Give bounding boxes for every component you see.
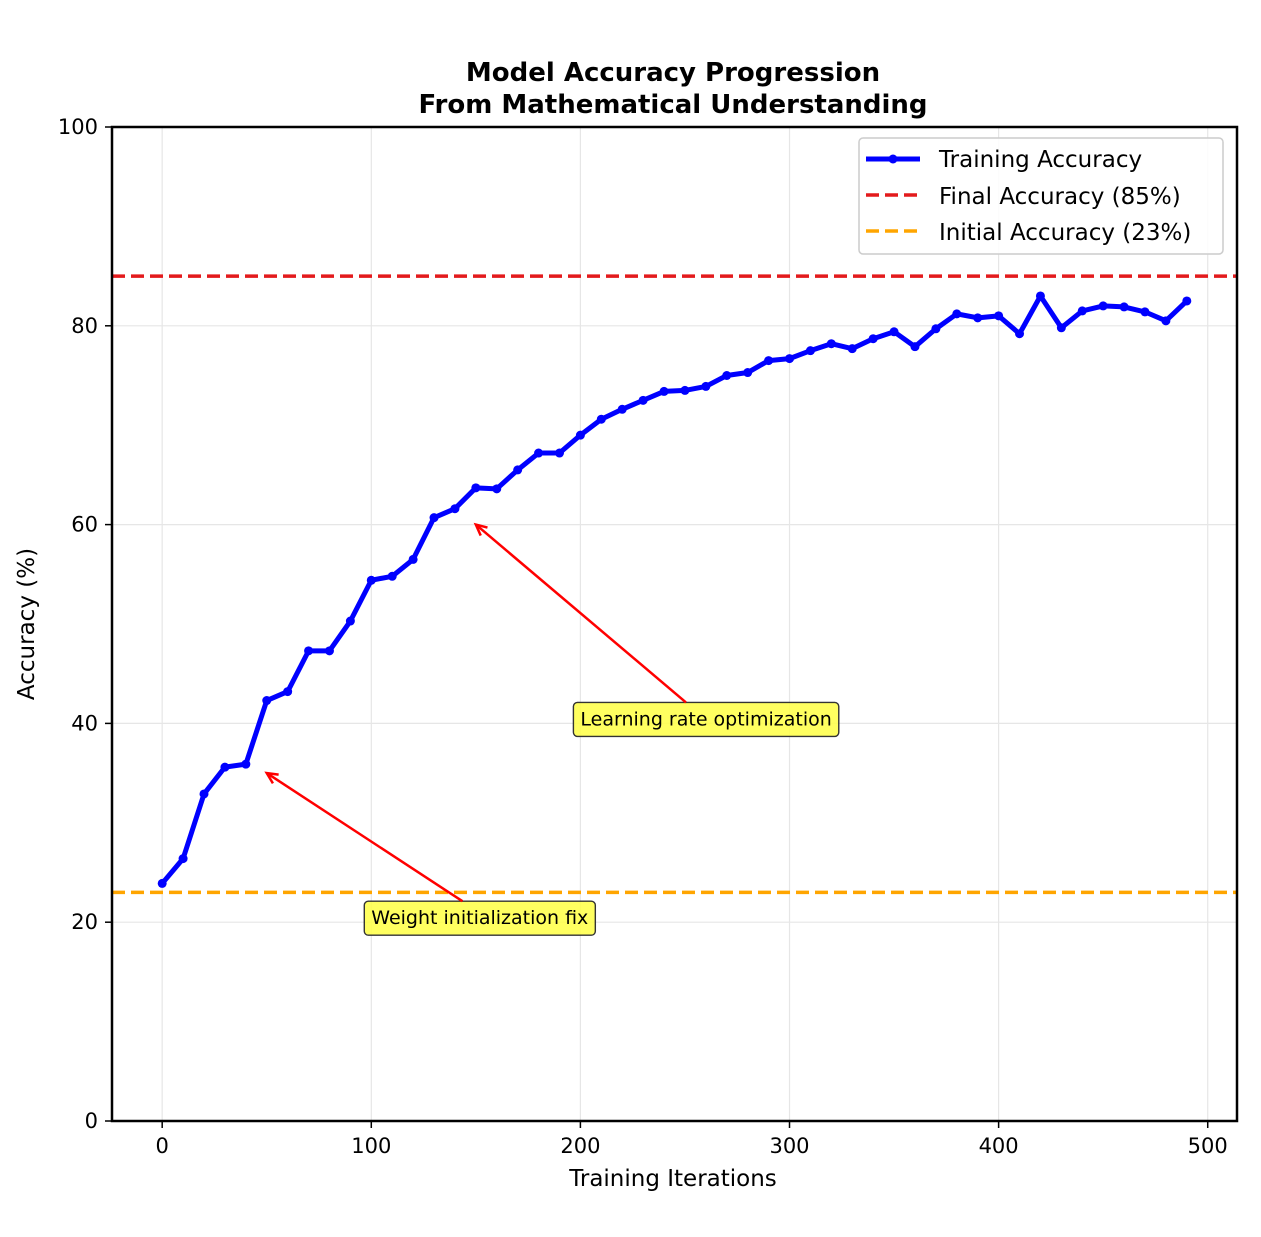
data-point [554,448,564,458]
y-tick-label: 40 [71,711,98,735]
data-point [722,371,732,380]
data-point [1161,316,1171,326]
data-point [262,696,272,706]
data-point [429,513,439,523]
data-point [764,356,774,366]
annotation-weight-initialization-fix: Weight initialization fix [264,771,597,936]
x-tick-label: 0 [155,1134,168,1158]
x-tick-label: 400 [979,1134,1019,1158]
y-tick-label: 80 [71,314,98,338]
data-point [931,324,941,334]
data-point [994,311,1004,321]
annotation-box [363,900,597,936]
x-tick-label: 500 [1188,1134,1228,1158]
data-point [324,646,334,656]
data-point [1098,301,1108,311]
data-point [743,368,753,378]
data-point [408,554,418,564]
reference-lines [112,274,1237,895]
legend: Training Accuracy Final Accuracy (85%) I… [858,137,1224,255]
data-point [1140,307,1150,317]
data-point [345,616,355,626]
data-point [1056,323,1066,333]
data-point [847,344,857,354]
data-point [492,484,502,494]
data-point [617,404,627,414]
chart-title-line-2: From Mathematical Understanding [418,90,927,120]
data-point [241,759,251,769]
data-point [889,327,899,337]
y-axis-label: Accuracy (%) [14,548,40,700]
series-layer [157,291,1192,888]
y-tick-label: 100 [58,115,98,139]
data-point [471,483,481,493]
data-point [638,395,648,405]
plot-frame [110,125,1239,1123]
data-point [283,687,293,697]
data-point [701,381,711,391]
data-point [868,334,878,344]
data-point [575,430,585,440]
annotation-label: Weight initialization fix [371,907,588,929]
data-point [199,789,209,799]
legend-label-training-accuracy: Training Accuracy [938,147,1142,173]
x-tick-label: 100 [351,1134,391,1158]
data-point [952,309,962,319]
data-point [973,313,983,323]
legend-label-initial-accuracy: Initial Accuracy (23%) [939,220,1191,246]
data-point [1119,302,1129,312]
y-tick-label: 60 [71,513,98,537]
data-point [178,854,188,864]
x-axis-label: Training Iterations [568,1166,777,1192]
x-tick-label: 300 [769,1134,809,1158]
data-point [659,386,669,396]
data-point [785,354,795,364]
data-point [826,339,836,349]
annotation-arrow [266,772,464,903]
x-tick-label: 200 [560,1134,600,1158]
chart-title-line-1: Model Accuracy Progression [466,58,880,88]
annotations: Learning rate optimization Weight initial… [264,522,840,936]
data-point [450,504,460,514]
annotation-box [572,701,840,738]
data-point [157,878,167,888]
legend-label-final-accuracy: Final Accuracy (85%) [939,184,1181,210]
y-tick-label: 20 [71,910,98,934]
data-point [1182,296,1192,306]
data-point [366,575,376,585]
y-tick-label: 0 [85,1109,98,1133]
data-point [1035,291,1045,301]
data-point [534,448,544,458]
data-point [680,385,690,395]
data-point [387,571,397,581]
annotation-arrowhead [264,771,279,785]
annotation-arrowhead [473,522,488,537]
data-point [220,762,230,772]
data-point [805,346,815,356]
legend-box [858,137,1224,255]
data-point [304,646,314,656]
data-point [513,465,523,475]
data-point [1077,306,1087,316]
annotation-learning-rate-optimization: Learning rate optimization [473,522,840,738]
series-line-training-accuracy [159,293,1190,886]
data-point [1015,329,1025,339]
axis-ticks: 0 100 200 300 400 500 0 20 40 60 80 100 [58,115,1228,1158]
legend-marker-training-accuracy [888,154,898,164]
annotation-label: Learning rate optimization [580,708,831,730]
data-point [910,342,920,352]
data-point [596,414,606,424]
annotation-arrow [475,523,687,704]
